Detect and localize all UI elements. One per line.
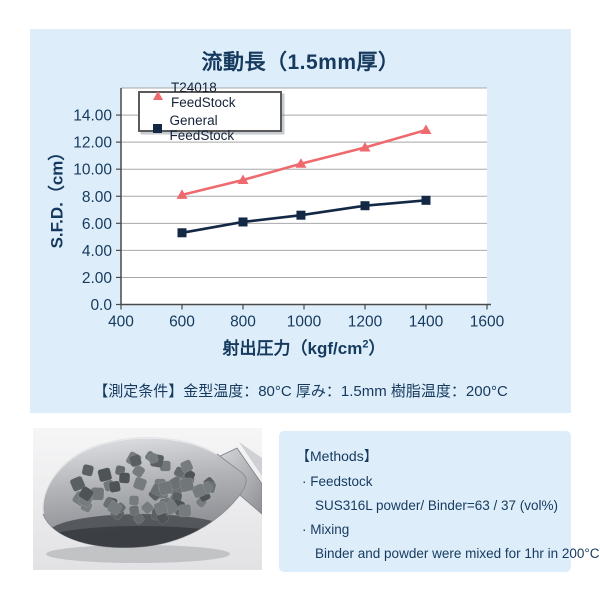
svg-text:1200: 1200: [348, 314, 383, 331]
pellet-pile: [69, 450, 217, 525]
svg-text:400: 400: [108, 314, 134, 331]
svg-text:0.0: 0.0: [90, 297, 112, 314]
legend-label-t24018: T24018 FeedStock: [171, 80, 236, 110]
y-axis-label: S.F.D.（cm）: [47, 143, 67, 249]
pellets-photo: [33, 428, 262, 570]
conditions-text: 【測定条件】金型温度：80°C 厚み：1.5mm 樹脂温度：200°C: [93, 383, 508, 400]
chart-legend: T24018 FeedStock General FeedStock: [138, 80, 282, 143]
method-detail-mixing: Binder and powder were mixed for 1hr in …: [315, 546, 600, 561]
svg-text:1600: 1600: [470, 314, 505, 331]
chart-panel: 流動長（1.5mm厚） 0.0 2.00 4.00 6.00 8.00 10.00 12.0…: [30, 29, 571, 413]
svg-text:10.00: 10.00: [73, 162, 112, 179]
svg-text:4.00: 4.00: [82, 243, 113, 260]
svg-text:1000: 1000: [287, 314, 322, 331]
svg-text:800: 800: [230, 314, 256, 331]
svg-text:6.00: 6.00: [82, 216, 113, 233]
x-axis-label: 射出圧力（kgf/cm2）: [223, 334, 386, 359]
method-item-mixing: · Mixing: [302, 522, 350, 537]
triangle-marker-icon: [153, 90, 163, 100]
square-marker-icon: [153, 123, 162, 133]
svg-text:600: 600: [169, 314, 195, 331]
scoop-shadow: [46, 545, 230, 563]
svg-text:1400: 1400: [409, 314, 444, 331]
x-axis-label-sup: 2: [362, 338, 369, 351]
svg-text:14.00: 14.00: [73, 108, 112, 125]
scoop-handle-end: [239, 442, 262, 476]
chart-title: 流動長（1.5mm厚）: [201, 51, 400, 74]
methods-box: 【Methods】 · Feedstock SUS316L powder/ Bi…: [279, 431, 600, 572]
svg-text:8.00: 8.00: [82, 189, 113, 206]
x-axis-label-text: 射出圧力（kgf/cm: [222, 339, 363, 358]
svg-text:2.00: 2.00: [82, 270, 113, 287]
scoop-rim-highlight: [41, 436, 218, 515]
x-axis-label-close: ）: [368, 339, 386, 358]
legend-label-general: General FeedStock: [169, 113, 235, 143]
methods-heading: 【Methods】: [296, 448, 378, 464]
method-detail-feedstock: SUS316L powder/ Binder=63 / 37 (vol%): [315, 498, 559, 513]
method-item-feedstock: · Feedstock: [302, 474, 373, 489]
legend-item-t24018: T24018 FeedStock: [153, 80, 280, 110]
svg-text:12.00: 12.00: [73, 135, 112, 152]
legend-item-general: General FeedStock: [153, 113, 280, 143]
